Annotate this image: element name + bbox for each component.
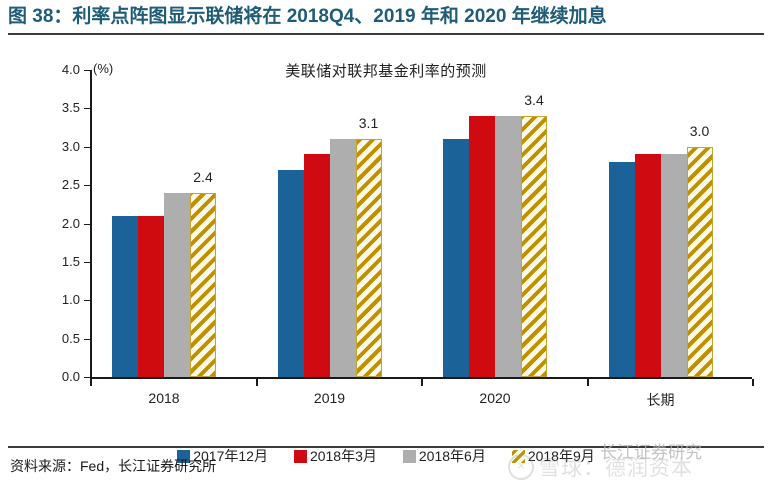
y-axis-tick — [84, 185, 91, 187]
y-axis-tick-label: 3.5 — [61, 100, 80, 116]
y-axis-tick — [84, 261, 91, 263]
bar-2018-2017年12月 — [112, 215, 138, 377]
y-axis-tick-label: 2.5 — [61, 177, 80, 193]
y-axis-tick — [84, 146, 91, 148]
chart-title: 美联储对联邦基金利率的预测 — [285, 63, 487, 80]
bar-2020-2018年6月 — [495, 116, 521, 377]
y-axis-line — [90, 70, 92, 379]
bar-2020-2018年3月 — [469, 116, 495, 377]
y-axis-unit-label: (%) — [93, 61, 114, 76]
page-title: 图 38：利率点阵图显示联储将在 2018Q4、2019 年和 2020 年继续… — [8, 6, 607, 27]
bar-长期-2017年12月 — [608, 162, 635, 377]
bar-value-label: 2.4 — [193, 168, 213, 185]
bar-2019-2018年3月 — [303, 154, 330, 377]
y-axis-tick — [84, 377, 91, 378]
y-axis-tick-label: 4.0 — [61, 62, 80, 77]
legend-swatch-icon — [511, 449, 525, 463]
chart-container: 美联储对联邦基金利率的预测 (%) 0.0 0.5 1.0 1.5 2.0 2.5 3.0 3… — [0, 40, 772, 464]
bar-value-label: 3.0 — [689, 122, 710, 139]
bar-value-label: 3.4 — [524, 92, 544, 109]
x-axis-label: 2020 — [479, 390, 511, 406]
y-axis-tick-label: 1.0 — [61, 292, 80, 308]
chart-legend: 2017年12月 2018年3月 2018年6月 2018年9月 — [0, 446, 772, 466]
x-axis-line — [90, 377, 752, 379]
x-axis-tick — [752, 379, 754, 386]
legend-swatch-icon — [293, 449, 307, 463]
x-axis-tick — [586, 379, 589, 386]
y-axis-tick-label: 3.0 — [61, 138, 80, 154]
bar-2019-2018年9月 — [355, 139, 382, 377]
x-axis-label: 2019 — [313, 390, 346, 406]
x-axis-label: 长期 — [646, 392, 675, 408]
footer-divider — [8, 446, 764, 448]
legend-label: 2018年6月 — [418, 448, 486, 464]
source-note: 资料来源：Fed，长江证券研究所 — [10, 458, 217, 474]
x-axis-label: 2018 — [148, 390, 180, 406]
legend-swatch-icon — [402, 449, 416, 463]
bar-2018-2018年6月 — [164, 192, 190, 377]
y-axis-tick-label: 0.0 — [61, 369, 80, 384]
watermark-overlay-text: 长江证券研究 — [600, 443, 702, 462]
bar-2019-2018年6月 — [329, 139, 356, 377]
legend-swatch-icon — [177, 449, 191, 463]
legend-item[interactable]: 2018年6月 — [402, 446, 486, 466]
y-axis-tick — [84, 338, 91, 340]
x-axis-tick — [421, 379, 423, 386]
x-axis-tick — [90, 379, 92, 386]
bar-2020-2018年9月 — [521, 116, 547, 377]
figure-header: 图 38：利率点阵图显示联储将在 2018Q4、2019 年和 2020 年继续… — [0, 0, 772, 34]
y-axis-tick-label: 1.5 — [61, 253, 80, 269]
bar-2020-2017年12月 — [443, 139, 469, 377]
bar-长期-2018年9月 — [686, 146, 713, 377]
legend-label: 2017年12月 — [193, 448, 268, 464]
bar-value-label: 3.1 — [358, 115, 379, 132]
legend-item[interactable]: 2017年12月 — [177, 446, 268, 466]
y-axis-tick — [84, 108, 91, 110]
header-divider — [8, 33, 764, 35]
bar-长期-2018年6月 — [660, 154, 687, 377]
y-axis-tick — [84, 300, 91, 302]
legend-label: 2018年3月 — [309, 448, 377, 464]
bar-2018-2018年9月 — [190, 192, 216, 377]
y-axis-tick-label: 0.5 — [61, 330, 80, 346]
x-axis-tick — [255, 379, 258, 386]
y-axis-tick — [84, 70, 91, 71]
bar-2018-2018年3月 — [138, 215, 164, 377]
plot-area — [90, 70, 752, 377]
legend-label: 2018年9月 — [527, 448, 595, 464]
y-axis-tick — [84, 223, 91, 225]
y-axis-tick-label: 2.0 — [61, 215, 80, 231]
legend-item[interactable]: 2018年9月 — [511, 446, 595, 466]
legend-item[interactable]: 2018年3月 — [293, 446, 377, 466]
bar-长期-2018年3月 — [634, 154, 661, 377]
bar-2019-2017年12月 — [277, 169, 304, 377]
